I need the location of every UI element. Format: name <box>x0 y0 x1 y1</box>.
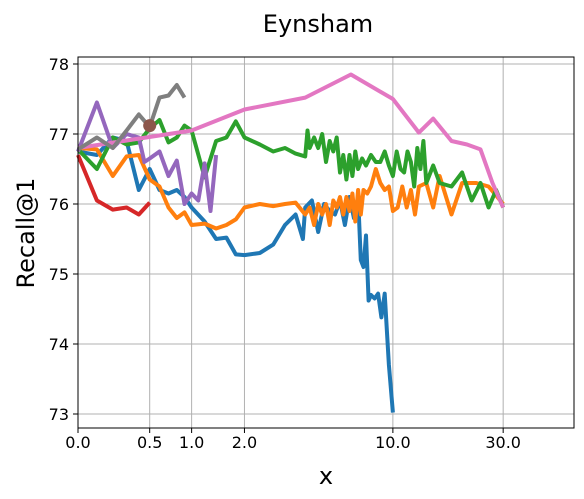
chart-title: Eynsham <box>263 10 373 38</box>
x-tick-label: 0.0 <box>65 433 90 452</box>
plot-area <box>76 72 506 413</box>
x-tick-label: 30.0 <box>485 433 521 452</box>
x-tick-label: 0.5 <box>137 433 162 452</box>
series-marker-1 <box>143 119 157 133</box>
series-line-3 <box>76 118 506 210</box>
series-line-1 <box>77 135 395 413</box>
x-tick-label: 2.0 <box>232 433 257 452</box>
x-axis-label: x <box>319 462 333 490</box>
x-axis: 0.0 0.5 1.0 2.0 10.0 30.0 <box>65 428 521 452</box>
y-axis-label: Recall@1 <box>12 178 40 289</box>
y-tick-label: 75 <box>49 265 69 284</box>
series-line-7 <box>76 83 187 152</box>
y-tick-label: 78 <box>49 55 69 74</box>
series-line-4 <box>76 154 152 217</box>
y-tick-label: 74 <box>49 335 69 354</box>
series-line-5 <box>76 100 219 213</box>
y-tick-label: 76 <box>49 195 69 214</box>
series-line-6 <box>77 72 506 209</box>
y-axis: 73 74 75 76 77 78 <box>49 55 78 424</box>
x-tick-label: 10.0 <box>375 433 411 452</box>
x-tick-label: 1.0 <box>179 433 204 452</box>
y-tick-label: 77 <box>49 125 69 144</box>
series-line-2 <box>77 146 505 231</box>
y-tick-label: 73 <box>49 405 69 424</box>
plot-frame <box>77 56 575 429</box>
